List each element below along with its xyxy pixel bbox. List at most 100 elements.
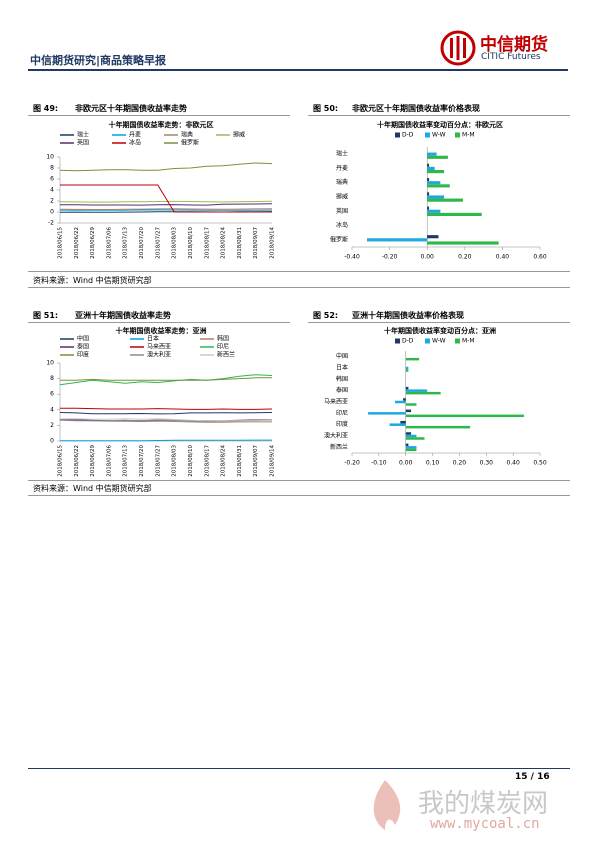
legend-label: W-W — [432, 132, 446, 139]
x-tick-label: 2018/06/15 — [58, 445, 64, 477]
series-line — [60, 439, 272, 442]
bar — [405, 446, 417, 449]
category-label: 印度 — [336, 420, 348, 428]
logo-icon — [440, 30, 476, 66]
y-tick-label: 2 — [50, 422, 54, 429]
category-label: 英国 — [336, 207, 348, 215]
x-tick-label: 2018/08/10 — [188, 227, 194, 259]
category-label: 中国 — [336, 352, 348, 360]
figure-caption: 非欧元区十年期国债收益率价格表现 — [352, 104, 480, 113]
series-line — [60, 377, 272, 381]
bar — [427, 155, 448, 159]
legend-label: W-W — [432, 338, 446, 345]
legend-label: M-M — [462, 338, 475, 345]
x-tick-label: -0.20 — [344, 460, 360, 467]
x-tick-label: 2018/08/24 — [221, 445, 227, 477]
series-line — [59, 203, 273, 206]
bar — [405, 434, 417, 438]
x-tick-label: 2018/07/13 — [123, 445, 129, 477]
bar — [427, 195, 445, 199]
x-tick-label: 0.10 — [426, 460, 440, 467]
x-tick-label: 0.00 — [399, 460, 413, 467]
legend-label: D-D — [402, 338, 414, 345]
bar — [427, 178, 430, 182]
bar — [367, 238, 428, 242]
x-tick-label: 2018/08/03 — [172, 445, 178, 477]
bar — [403, 398, 406, 401]
x-tick-label: 2018/07/06 — [106, 445, 112, 477]
legend-swatch — [425, 338, 430, 344]
x-tick-label: 2018/09/07 — [253, 445, 259, 477]
legend-label: D-D — [402, 132, 414, 139]
category-label: 新西兰 — [330, 443, 348, 451]
chart: 十年期国债收益率走势：非欧元区 -2 0 2 4 6 8 10 2018/06/15 2018/0… — [46, 120, 275, 259]
bar — [427, 235, 439, 239]
bar — [427, 206, 430, 210]
figure-caption: 亚洲十年期国债收益率价格表现 — [352, 311, 464, 320]
y-tick-label: 6 — [50, 176, 54, 183]
x-tick-label: 2018/06/22 — [74, 227, 80, 259]
bar — [394, 400, 406, 404]
category-label: 澳大利亚 — [324, 432, 348, 440]
category-label: 瑞士 — [336, 150, 348, 158]
figure-label: 图 49: — [33, 104, 59, 113]
legend-label: 丹麦 — [129, 131, 141, 139]
rule — [28, 271, 570, 272]
bar — [427, 184, 450, 188]
legend-label: 韩国 — [217, 335, 229, 343]
legend-label: 澳大利亚 — [147, 351, 171, 359]
x-tick-label: 2018/07/06 — [106, 227, 112, 259]
y-tick-label: 10 — [46, 154, 54, 161]
x-tick-label: 0.20 — [458, 254, 472, 261]
x-tick-label: 2018/07/20 — [139, 227, 145, 259]
x-tick-label: 0.20 — [453, 460, 467, 467]
rule — [28, 287, 570, 288]
x-tick-label: 2018/08/17 — [204, 227, 210, 259]
x-tick-label: 2018/08/31 — [237, 227, 243, 259]
x-tick-label: 0.60 — [533, 254, 547, 261]
bar — [427, 241, 499, 245]
bar — [405, 414, 524, 418]
x-tick-label: 2018/08/10 — [188, 445, 194, 477]
y-tick-label: 10 — [46, 360, 54, 367]
bar — [405, 366, 409, 370]
x-tick-label: 2018/07/13 — [123, 227, 129, 259]
chart-title: 十年期国债收益率变动百分点：非欧元区 — [377, 120, 503, 129]
bar — [427, 166, 435, 170]
legend-label: 瑞典 — [181, 131, 193, 139]
x-tick-label: 2018/09/07 — [253, 227, 259, 259]
legend-label: 冰岛 — [129, 139, 141, 147]
logo-en: CITIC Futures — [481, 52, 541, 62]
x-tick-label: 0.40 — [506, 460, 520, 467]
bar — [405, 391, 441, 395]
category-label: 泰国 — [336, 386, 348, 394]
legend-label: 中国 — [77, 335, 89, 343]
y-tick-label: 8 — [50, 165, 54, 172]
x-tick-label: 0.40 — [496, 254, 510, 261]
x-tick-label: 0.30 — [480, 460, 494, 467]
logo-cn: 中信期货 — [480, 35, 548, 55]
legend-label: 日本 — [147, 335, 159, 343]
legend-label: 马来西亚 — [147, 343, 171, 351]
series-line — [59, 208, 273, 210]
series-line — [60, 418, 273, 422]
rule — [28, 495, 570, 496]
bar — [405, 389, 428, 392]
legend-label: 俄罗斯 — [181, 139, 199, 147]
rule — [308, 115, 570, 116]
y-tick-label: 6 — [50, 391, 54, 398]
legend-label: 挪威 — [233, 131, 245, 139]
series-line — [60, 184, 272, 213]
category-label: 冰岛 — [336, 221, 348, 229]
series-line — [59, 162, 273, 172]
x-tick-label: -0.40 — [344, 254, 360, 261]
bar — [405, 403, 417, 406]
figure-label: 图 51: — [33, 311, 59, 320]
series-line — [59, 374, 273, 386]
bar — [405, 357, 420, 361]
category-label: 印尼 — [336, 410, 348, 417]
bar — [427, 212, 482, 216]
chart-title: 十年期国债收益率变动百分点：亚洲 — [384, 326, 496, 335]
category-label: 韩国 — [336, 375, 348, 383]
